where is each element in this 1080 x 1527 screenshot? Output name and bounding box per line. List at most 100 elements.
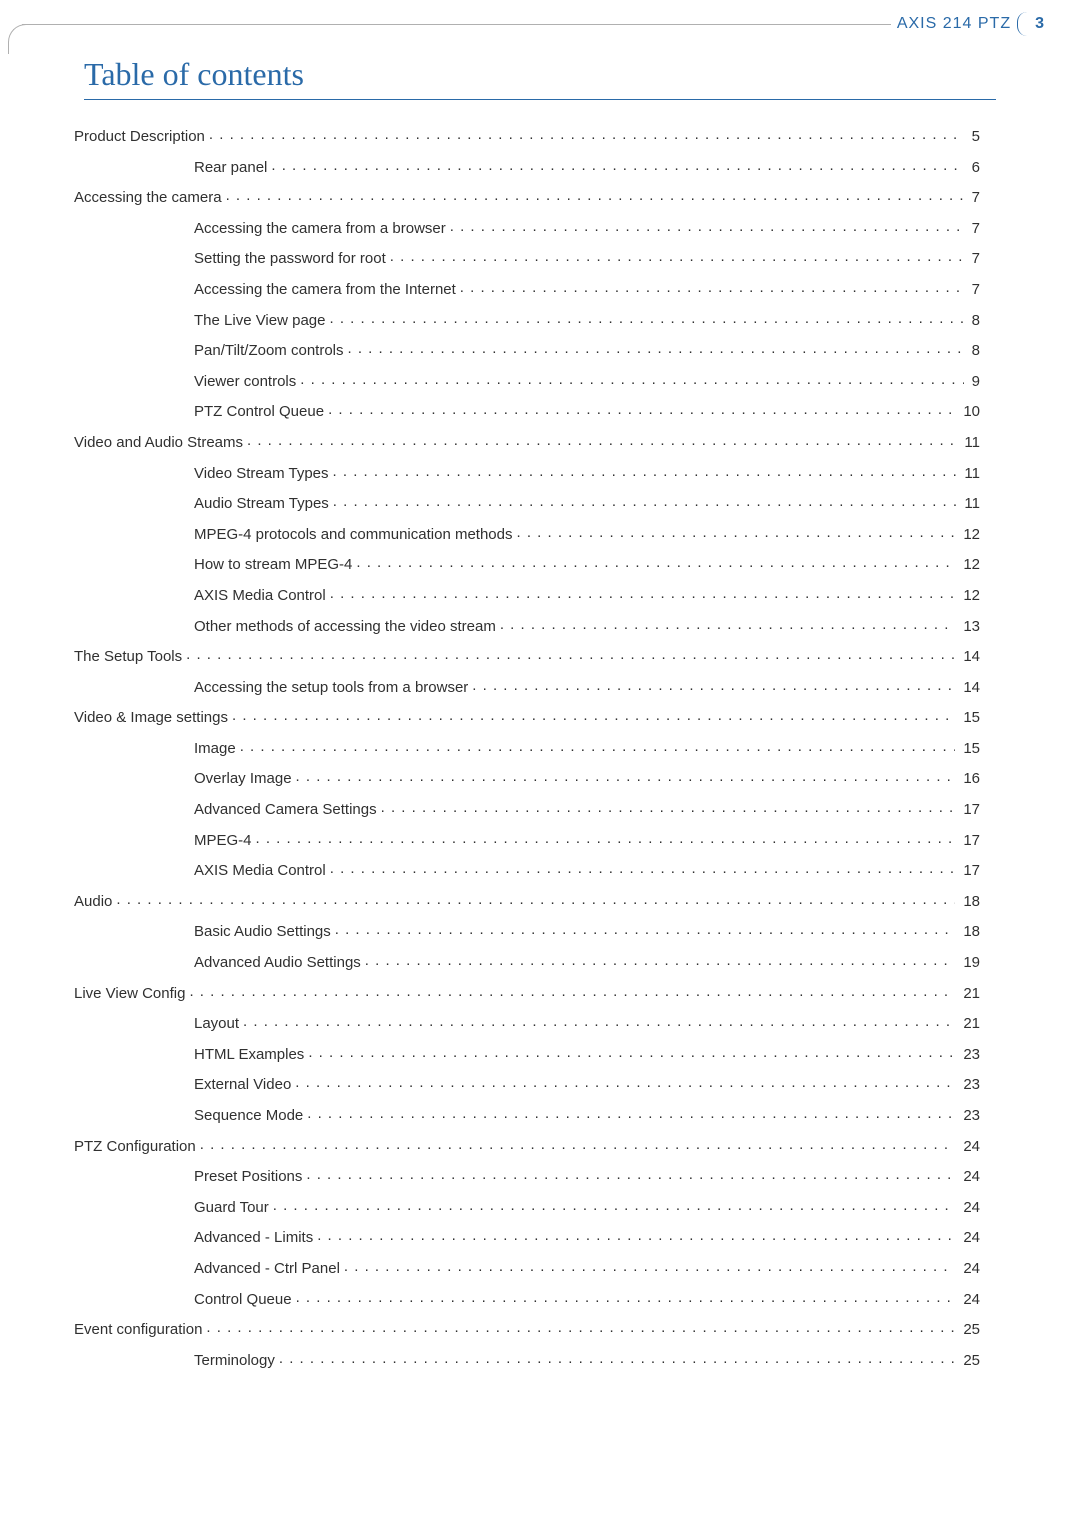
toc-entry[interactable]: The Live View page8 — [74, 310, 980, 329]
toc-entry[interactable]: Guard Tour24 — [74, 1197, 980, 1216]
toc-entry[interactable]: Advanced - Ctrl Panel24 — [74, 1258, 980, 1277]
toc-entry[interactable]: Basic Audio Settings18 — [74, 921, 980, 940]
toc-entry-label: MPEG-4 protocols and communication metho… — [194, 526, 512, 543]
toc-entry-label: Overlay Image — [194, 770, 292, 787]
toc-entry[interactable]: Control Queue24 — [74, 1289, 980, 1308]
toc-entry-label: Video & Image settings — [74, 709, 228, 726]
toc-entry[interactable]: Advanced Audio Settings19 — [74, 952, 980, 971]
product-name: AXIS 214 PTZ — [897, 15, 1011, 33]
toc-entry[interactable]: Accessing the setup tools from a browser… — [74, 677, 980, 696]
toc-entry-label: Accessing the camera from the Internet — [194, 281, 456, 298]
toc-entry[interactable]: Image15 — [74, 738, 980, 757]
toc-entry-page: 7 — [972, 281, 980, 298]
toc-entry-page: 7 — [972, 189, 980, 206]
toc-leader-dots — [344, 1258, 955, 1273]
toc-entry[interactable]: Preset Positions24 — [74, 1166, 980, 1185]
toc-leader-dots — [450, 218, 964, 233]
toc-entry-label: Video and Audio Streams — [74, 434, 243, 451]
toc-entry[interactable]: Accessing the camera7 — [74, 187, 980, 206]
toc-entry[interactable]: Other methods of accessing the video str… — [74, 616, 980, 635]
toc-entry[interactable]: Overlay Image16 — [74, 768, 980, 787]
toc-entry-page: 15 — [963, 709, 980, 726]
toc-entry-page: 12 — [963, 526, 980, 543]
toc-entry[interactable]: Viewer controls9 — [74, 371, 980, 390]
toc-entry-label: Product Description — [74, 128, 205, 145]
toc-leader-dots — [240, 738, 956, 753]
toc-entry[interactable]: Event configuration 25 — [74, 1319, 980, 1338]
toc-entry-page: 17 — [963, 862, 980, 879]
toc-leader-dots — [348, 340, 964, 355]
toc-leader-dots — [206, 1319, 955, 1334]
toc-entry-page: 7 — [972, 220, 980, 237]
toc-entry-label: Advanced - Ctrl Panel — [194, 1260, 340, 1277]
toc-entry-label: Event configuration — [74, 1321, 202, 1338]
toc-entry[interactable]: Rear panel6 — [74, 157, 980, 176]
toc-entry-label: Setting the password for root — [194, 250, 386, 267]
toc-leader-dots — [279, 1350, 955, 1365]
toc-leader-dots — [335, 921, 956, 936]
toc-entry[interactable]: Audio Stream Types11 — [74, 493, 980, 512]
toc-entry-label: Sequence Mode — [194, 1107, 303, 1124]
toc-entry-label: Other methods of accessing the video str… — [194, 618, 496, 635]
toc-entry[interactable]: Terminology25 — [74, 1350, 980, 1369]
toc-entry-label: Pan/Tilt/Zoom controls — [194, 342, 344, 359]
toc-entry-page: 25 — [963, 1352, 980, 1369]
toc-entry[interactable]: How to stream MPEG-412 — [74, 554, 980, 573]
toc-entry[interactable]: Pan/Tilt/Zoom controls8 — [74, 340, 980, 359]
toc-entry-label: PTZ Control Queue — [194, 403, 324, 420]
toc-leader-dots — [200, 1136, 956, 1151]
toc-entry-label: AXIS Media Control — [194, 862, 326, 879]
toc-entry[interactable]: External Video23 — [74, 1074, 980, 1093]
toc-leader-dots — [356, 554, 955, 569]
toc-entry[interactable]: Product Description 5 — [74, 126, 980, 145]
header-corner-decoration — [8, 24, 38, 54]
toc-entry[interactable]: Advanced - Limits24 — [74, 1227, 980, 1246]
toc-leader-dots — [365, 952, 956, 967]
toc-entry-label: External Video — [194, 1076, 291, 1093]
toc-entry-page: 5 — [972, 128, 980, 145]
toc-entry[interactable]: Accessing the camera from a browser7 — [74, 218, 980, 237]
toc-entry[interactable]: HTML Examples23 — [74, 1044, 980, 1063]
toc-entry[interactable]: AXIS Media Control12 — [74, 585, 980, 604]
toc-entry-page: 11 — [964, 434, 980, 451]
toc-leader-dots — [243, 1013, 955, 1028]
toc-entry-page: 23 — [963, 1107, 980, 1124]
toc-entry[interactable]: Advanced Camera Settings17 — [74, 799, 980, 818]
running-header: AXIS 214 PTZ 3 — [891, 9, 1050, 39]
toc-entry[interactable]: Sequence Mode 23 — [74, 1105, 980, 1124]
toc-entry[interactable]: Video and Audio Streams 11 — [74, 432, 980, 451]
toc-entry-label: The Setup Tools — [74, 648, 182, 665]
toc-entry-page: 12 — [963, 556, 980, 573]
toc-leader-dots — [209, 126, 964, 141]
toc-entry[interactable]: PTZ Configuration24 — [74, 1136, 980, 1155]
toc-leader-dots — [381, 799, 956, 814]
toc-entry[interactable]: PTZ Control Queue10 — [74, 401, 980, 420]
toc-leader-dots — [333, 493, 957, 508]
toc-entry-page: 11 — [964, 495, 980, 512]
toc-entry-page: 21 — [963, 985, 980, 1002]
toc-entry[interactable]: Setting the password for root7 — [74, 248, 980, 267]
toc-entry[interactable]: Video & Image settings 15 — [74, 707, 980, 726]
toc-entry-label: Rear panel — [194, 159, 267, 176]
toc-entry[interactable]: Layout21 — [74, 1013, 980, 1032]
toc-leader-dots — [306, 1166, 955, 1181]
toc-leader-dots — [273, 1197, 956, 1212]
toc-entry[interactable]: Live View Config21 — [74, 983, 980, 1002]
toc-entry[interactable]: Audio18 — [74, 891, 980, 910]
toc-entry[interactable]: MPEG-4 protocols and communication metho… — [74, 524, 980, 543]
toc-entry-label: HTML Examples — [194, 1046, 304, 1063]
toc-leader-dots — [500, 616, 955, 631]
toc-entry[interactable]: Video Stream Types11 — [74, 463, 980, 482]
toc-entry-page: 24 — [963, 1229, 980, 1246]
toc-entry[interactable]: The Setup Tools14 — [74, 646, 980, 665]
toc-entry[interactable]: MPEG-417 — [74, 830, 980, 849]
toc-entry-page: 17 — [963, 832, 980, 849]
toc-entry-page: 24 — [963, 1168, 980, 1185]
toc-entry[interactable]: AXIS Media Control 17 — [74, 860, 980, 879]
toc-leader-dots — [295, 1074, 955, 1089]
page-title: Table of contents — [84, 56, 996, 100]
toc-entry-page: 25 — [963, 1321, 980, 1338]
toc-entry-page: 14 — [963, 679, 980, 696]
toc-entry-page: 19 — [963, 954, 980, 971]
toc-entry[interactable]: Accessing the camera from the Internet 7 — [74, 279, 980, 298]
